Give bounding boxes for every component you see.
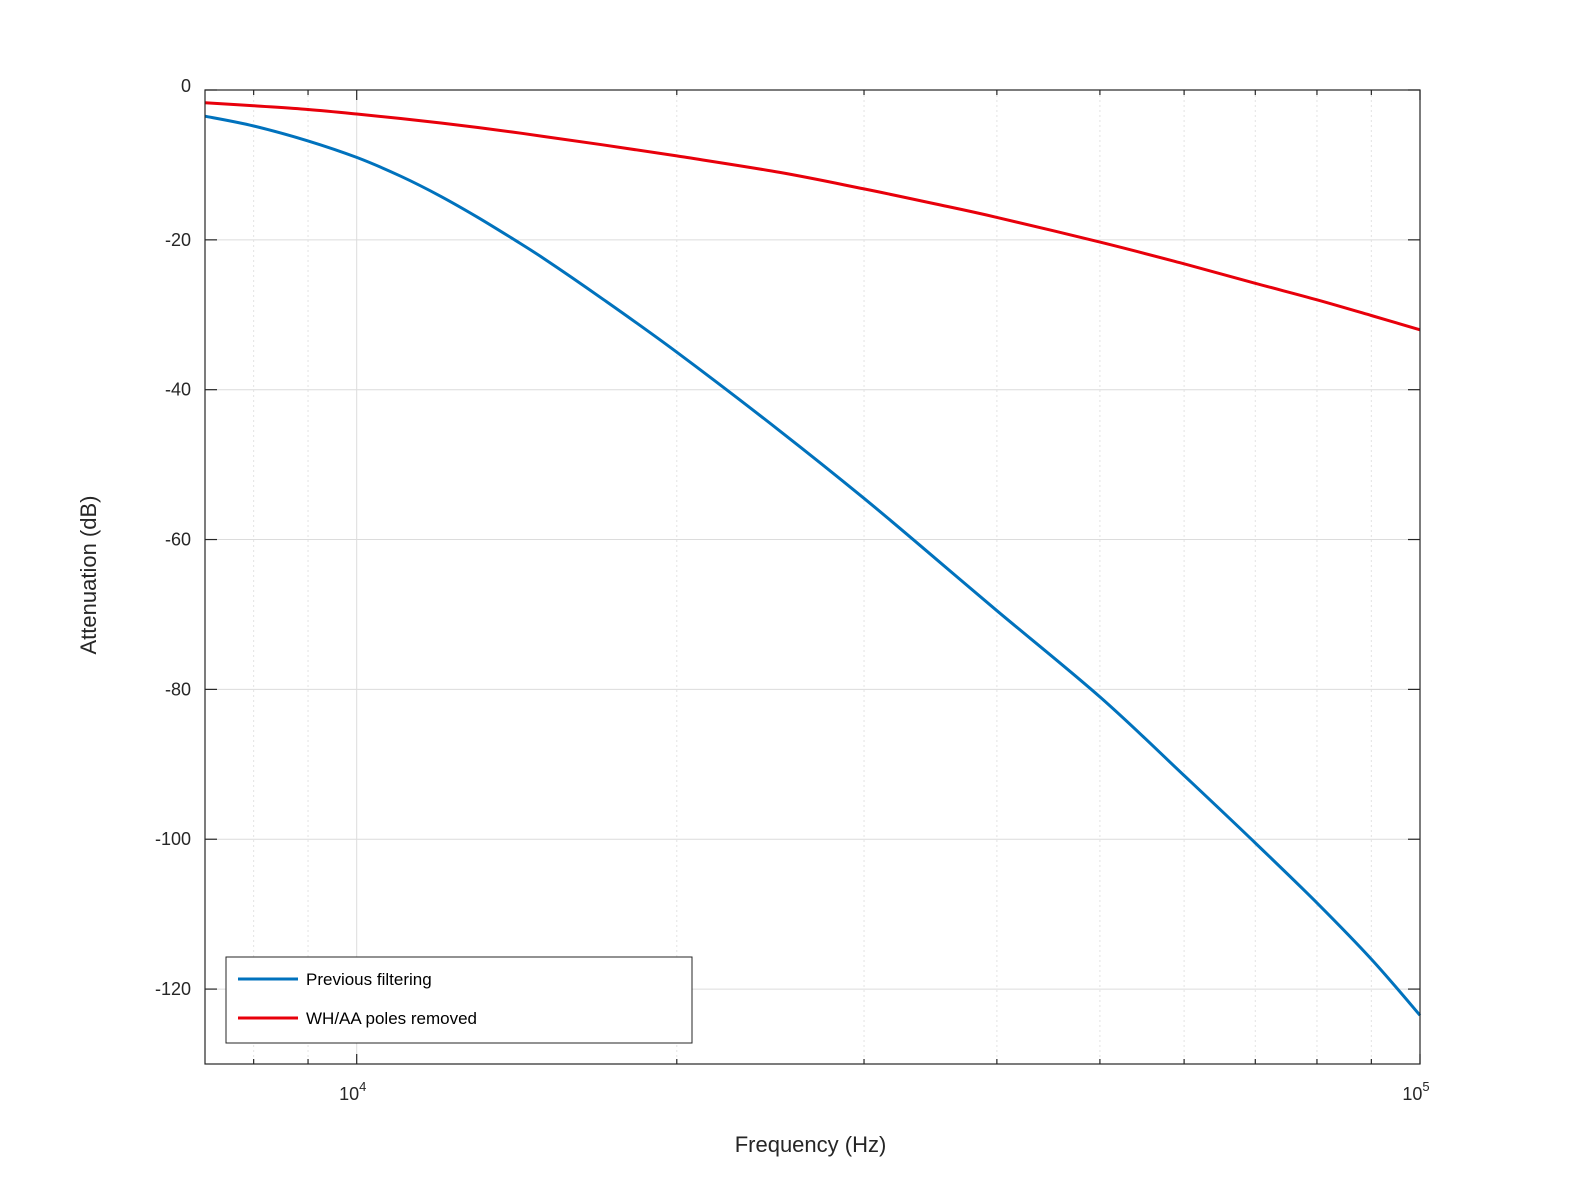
legend-label-wh-aa-poles-removed: WH/AA poles removed bbox=[306, 1009, 477, 1028]
y-tick-label: -20 bbox=[165, 230, 191, 250]
y-tick-label: -60 bbox=[165, 530, 191, 550]
y-tick-label: -80 bbox=[165, 679, 191, 699]
axes-frame bbox=[204, 89, 1421, 1065]
series-line-wh-aa-poles-removed bbox=[204, 101, 1421, 332]
legend-box bbox=[225, 956, 693, 1044]
x-tick-label: 104 bbox=[339, 1079, 366, 1104]
axis-ticks bbox=[205, 89, 1421, 1064]
x-axis-label: Frequency (Hz) bbox=[735, 1132, 887, 1157]
series-lines bbox=[204, 101, 1422, 1017]
y-tick-label: -120 bbox=[155, 979, 191, 999]
tick-labels: 104 105 0 -20 -40 -60 -80 -100 -120 bbox=[155, 76, 1430, 1104]
y-tick-label: 0 bbox=[181, 76, 191, 96]
x-tick-label: 105 bbox=[1402, 1079, 1429, 1104]
y-tick-label: -40 bbox=[165, 380, 191, 400]
y-tick-label: -100 bbox=[155, 829, 191, 849]
legend: Previous filtering WH/AA poles removed bbox=[225, 956, 693, 1044]
y-axis-label: Attenuation (dB) bbox=[76, 496, 101, 655]
series-line-previous-filtering bbox=[204, 114, 1422, 1017]
legend-label-previous-filtering: Previous filtering bbox=[306, 970, 432, 989]
